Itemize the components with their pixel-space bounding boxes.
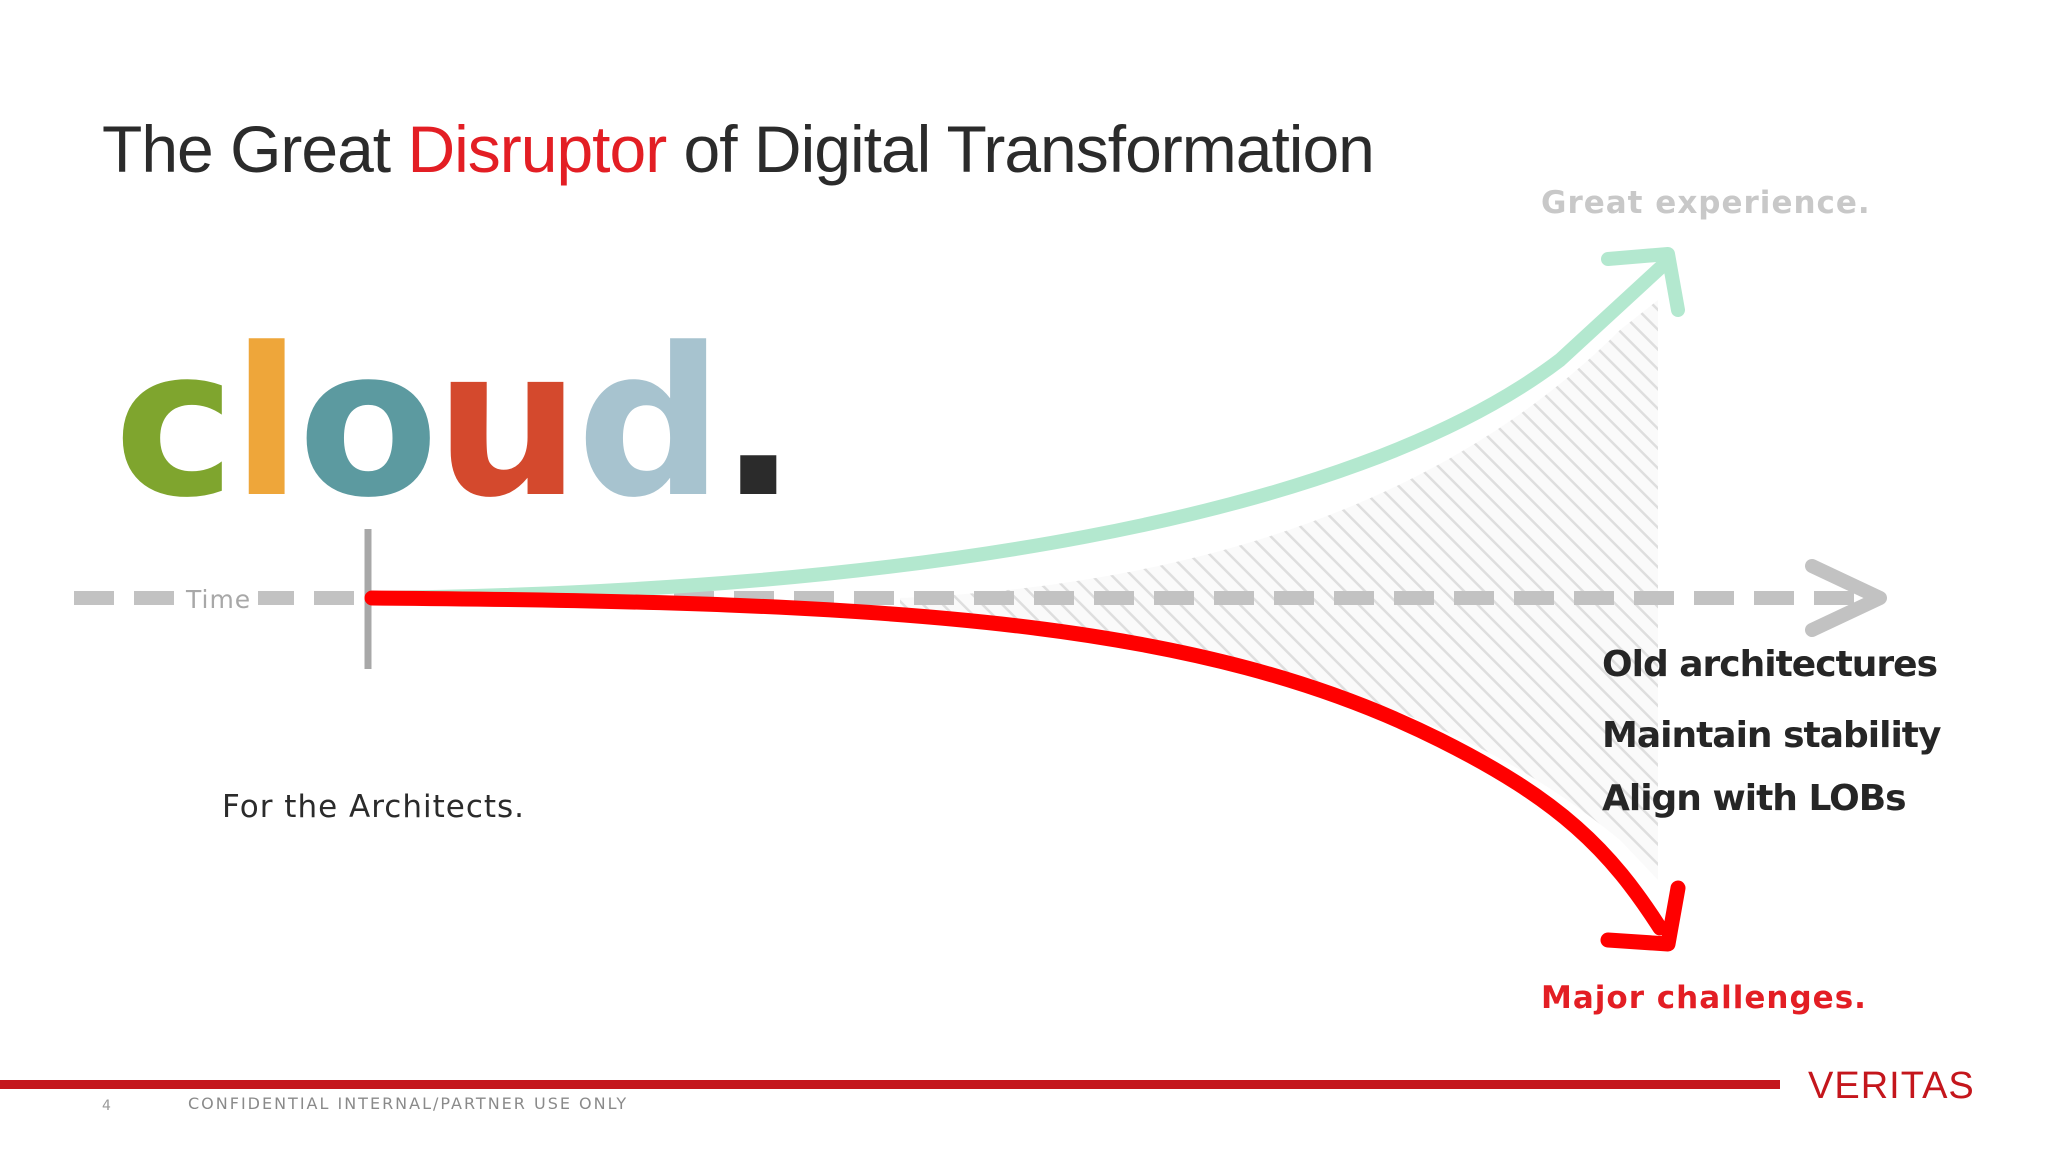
slide-title: The Great Disruptor of Digital Transform… [102, 112, 1374, 186]
cloud-word: cloud. [114, 305, 793, 543]
upper-outcome: Great experience. [1541, 185, 1871, 221]
axis-arrow [1805, 559, 1887, 637]
cloud-letter: d [577, 305, 720, 543]
footer-rule [0, 1080, 1780, 1089]
lower-curve [364, 590, 1668, 936]
cloud-letter: o [298, 305, 435, 543]
label-gap [176, 582, 258, 614]
brand-logo: VERITAS [1808, 1065, 1975, 1107]
cloud-letter: u [435, 305, 577, 543]
axis-label: Time [185, 585, 251, 614]
title-part: of Digital Transformation [666, 112, 1374, 186]
cloud-letter: l [232, 305, 298, 543]
upper-curve [365, 261, 1667, 605]
cloud-letter: . [719, 305, 793, 543]
subtitle: For the Architects. [222, 789, 525, 825]
footer-notice: CONFIDENTIAL INTERNAL/PARTNER USE ONLY [188, 1094, 628, 1113]
upper-arrowhead [1601, 247, 1685, 317]
lower-arrowhead [1600, 880, 1686, 952]
point: Maintain stability [1602, 715, 1941, 756]
hatched-area [900, 300, 1658, 880]
page-number: 4 [102, 1098, 111, 1114]
point: Align with LOBs [1602, 778, 1906, 819]
cloud-letter: c [114, 305, 232, 543]
point: Old architectures [1602, 644, 1937, 685]
title-part: The Great [102, 112, 407, 186]
lower-outcome: Major challenges. [1541, 980, 1867, 1016]
title-highlight: Disruptor [407, 112, 666, 186]
